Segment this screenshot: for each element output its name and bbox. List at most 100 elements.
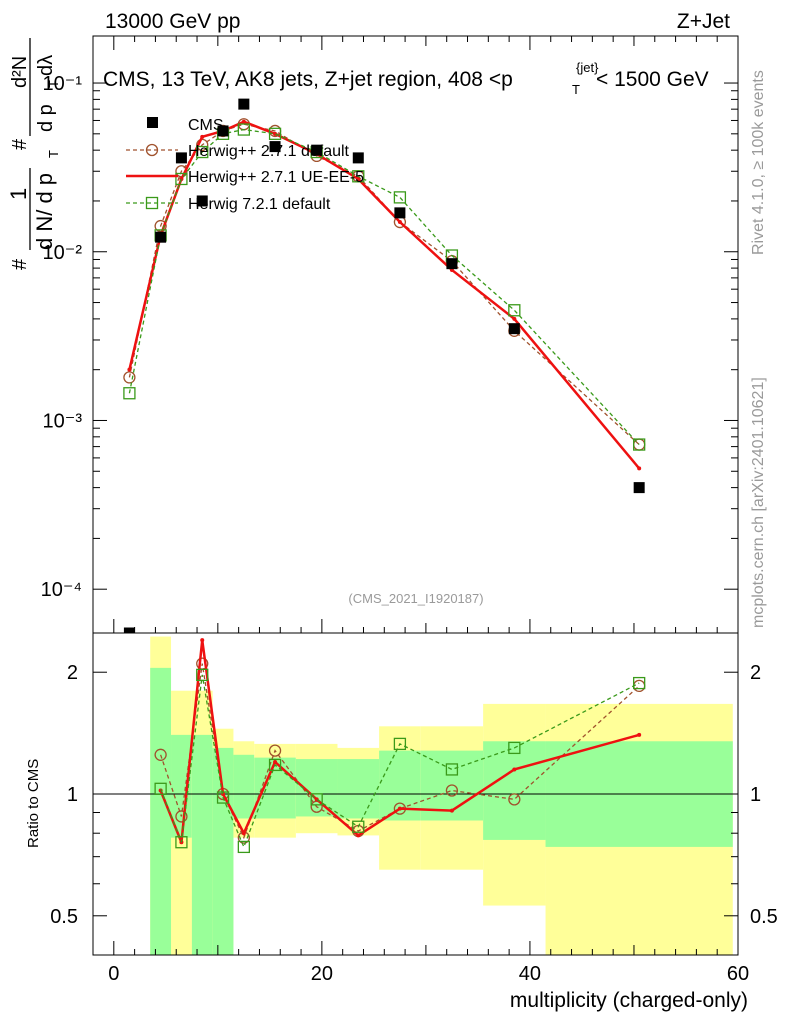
ratio-y-tick-label-right: 0.5 <box>750 906 778 928</box>
ylabel-hash1: # <box>9 258 31 270</box>
main-herwig-7-2-1-default-point <box>633 438 646 451</box>
ratio-herwig-2-7-1-ue-ee-5-line <box>159 640 640 843</box>
cms-data-point <box>155 231 167 243</box>
ratio-herwig-2-7-1-ue-ee-5-point <box>397 806 402 811</box>
main-y-tick-labels: 10⁻⁴ 10⁻³ 10⁻² 10⁻¹ <box>41 73 83 601</box>
ratio-herwig-7-2-1-default-point <box>508 741 521 755</box>
ratio-herwig-7-2-1-default-point <box>216 791 230 804</box>
cms-data-point <box>175 152 187 164</box>
cms-data-point <box>508 323 520 335</box>
ratio-yellow-band <box>171 837 192 955</box>
ratio-green-band <box>150 667 172 955</box>
ratio-y-tick-label: 1 <box>67 784 78 806</box>
ratio-herwig-7-2-1-default-point <box>352 820 365 833</box>
ratio-green-band <box>191 734 213 955</box>
main-herwig-7-2-1-default-line <box>128 128 640 445</box>
main-herwig-7-2-1-default-point <box>196 145 209 159</box>
cms-data-point <box>633 482 645 494</box>
ylabel-dpt-sub: T <box>46 80 61 88</box>
ylabel-one: 1 <box>6 188 31 200</box>
ratio-y-tick-label: 2 <box>67 662 78 684</box>
cms-data-point <box>394 207 406 219</box>
ylabel-dpt: d p <box>35 104 57 132</box>
ratio-herwig-7-2-1-default-point <box>393 737 407 751</box>
ratio-herwig-2-7-1-ue-ee-5-point <box>356 833 361 838</box>
mcplots-label: mcplots.cern.ch [arXiv:2401.10621] <box>750 377 767 628</box>
ratio-herwig-7-2-1-default-point <box>310 793 323 806</box>
cms-data-point <box>352 152 364 164</box>
ratio-y-axis-label: Ratio to CMS <box>25 759 42 848</box>
ratio-panel: 0.5 0.5 1 1 2 2 0 20 40 60 Ratio to CMS multipli… <box>25 632 778 1012</box>
title-sup: {jet} <box>576 60 599 75</box>
main-herwig-7-2-1-default-point <box>393 191 407 204</box>
ylabel-dlambda: dλ <box>35 55 57 76</box>
cms-data-point <box>123 627 135 633</box>
ratio-y-tick-label-right: 1 <box>750 784 761 806</box>
main-herwig-2-7-1-default-point <box>154 219 167 233</box>
ratio-herwig-7-2-1-default-point <box>154 782 167 795</box>
ratio-frame <box>92 632 739 956</box>
ratio-herwig-2-7-1-ue-ee-5-point <box>241 831 246 836</box>
ratio-herwig-7-2-1-default-point <box>633 676 646 690</box>
ratio-y-tick-labels: 0.5 0.5 1 1 2 2 <box>50 662 778 928</box>
ratio-herwig-2-7-1-ue-ee-5-point <box>200 638 205 643</box>
x-tick-label: 0 <box>108 963 119 985</box>
main-y-tick-label: 10⁻² <box>43 242 83 264</box>
rivet-version-label: Rivet 4.1.0, ≥ 100k events <box>750 70 767 255</box>
main-herwig-2-7-1-ue-ee-5-point <box>200 134 205 139</box>
ratio-axis-ticks <box>93 671 739 956</box>
ratio-series-group <box>154 638 646 854</box>
main-herwig-2-7-1-ue-ee-5-point <box>397 220 402 225</box>
legend-herwig721-label: Herwig 7.2.1 default <box>188 196 331 213</box>
ratio-y-tick-label: 0.5 <box>50 906 78 928</box>
ratio-herwig-7-2-1-default-point <box>196 668 209 682</box>
ratio-green-band <box>212 747 234 955</box>
main-herwig-2-7-1-ue-ee-5-point <box>241 119 246 124</box>
cms-data-point <box>446 258 458 270</box>
analysis-watermark: (CMS_2021_I1920187) <box>348 591 483 606</box>
legend: CMS Herwig++ 2.7.1 default Herwig++ 2.7.… <box>126 117 364 213</box>
cms-data-point <box>311 144 323 156</box>
main-herwig-7-2-1-default-point <box>268 127 282 140</box>
ratio-herwig-2-7-1-ue-ee-5-point <box>512 767 517 772</box>
ylabel-hash2: # <box>9 138 31 150</box>
x-tick-label: 20 <box>311 963 333 985</box>
legend-cms-marker <box>147 117 158 128</box>
x-axis-label: multiplicity (charged-only) <box>510 989 748 1012</box>
ratio-herwig-2-7-1-default-point <box>268 744 282 757</box>
title-sub: T <box>572 82 580 97</box>
ratio-herwig-7-2-1-default-point <box>268 758 282 772</box>
ylabel-d2n: d²N <box>9 56 31 88</box>
title-prefix: CMS, 13 TeV, AK8 jets, Z+jet region, 408… <box>103 68 513 91</box>
cms-data-point <box>238 98 250 110</box>
main-herwig-7-2-1-default-point <box>352 170 365 183</box>
x-tick-label: 60 <box>727 963 749 985</box>
ylabel-den-sub: T <box>46 150 61 158</box>
ratio-herwig-2-7-1-default-point <box>508 793 521 806</box>
ratio-green-band <box>337 759 380 819</box>
main-y-tick-label: 10⁻¹ <box>43 73 83 95</box>
main-herwig-7-2-1-default-point <box>508 304 521 317</box>
ratio-uncertainty-bands <box>150 636 733 955</box>
ratio-herwig-2-7-1-default-point <box>154 748 167 761</box>
cms-data-point <box>217 125 229 137</box>
header-energy-label: 13000 GeV pp <box>105 10 240 33</box>
ratio-herwig-2-7-1-ue-ee-5-point <box>273 759 278 764</box>
main-y-axis-label: # 1 d N/ d p T # d²N d p T dλ <box>6 38 61 270</box>
ratio-green-band <box>233 754 255 819</box>
main-herwig-2-7-1-ue-ee-5-point <box>127 367 132 372</box>
main-herwig-2-7-1-ue-ee-5-point <box>356 176 361 181</box>
legend-cms-label: CMS <box>188 117 224 134</box>
ratio-herwig-7-2-1-default-point <box>237 840 250 854</box>
main-herwig-2-7-1-ue-ee-5-point <box>512 316 517 321</box>
ratio-green-band <box>254 757 296 819</box>
main-panel: 10⁻⁴ 10⁻³ 10⁻² 10⁻¹ CMS, 13 TeV, AK8 jets, … <box>41 35 739 634</box>
ratio-green-band <box>483 741 546 840</box>
legend-herwig-ueee5-label: Herwig++ 2.7.1 UE-EE-5 <box>188 169 364 186</box>
ratio-y-tick-label-right: 2 <box>750 662 761 684</box>
legend-herwig721-marker <box>145 196 159 210</box>
ratio-herwig-2-7-1-ue-ee-5-point <box>449 808 454 813</box>
cms-data-point <box>269 141 281 153</box>
main-series-group <box>123 98 646 633</box>
